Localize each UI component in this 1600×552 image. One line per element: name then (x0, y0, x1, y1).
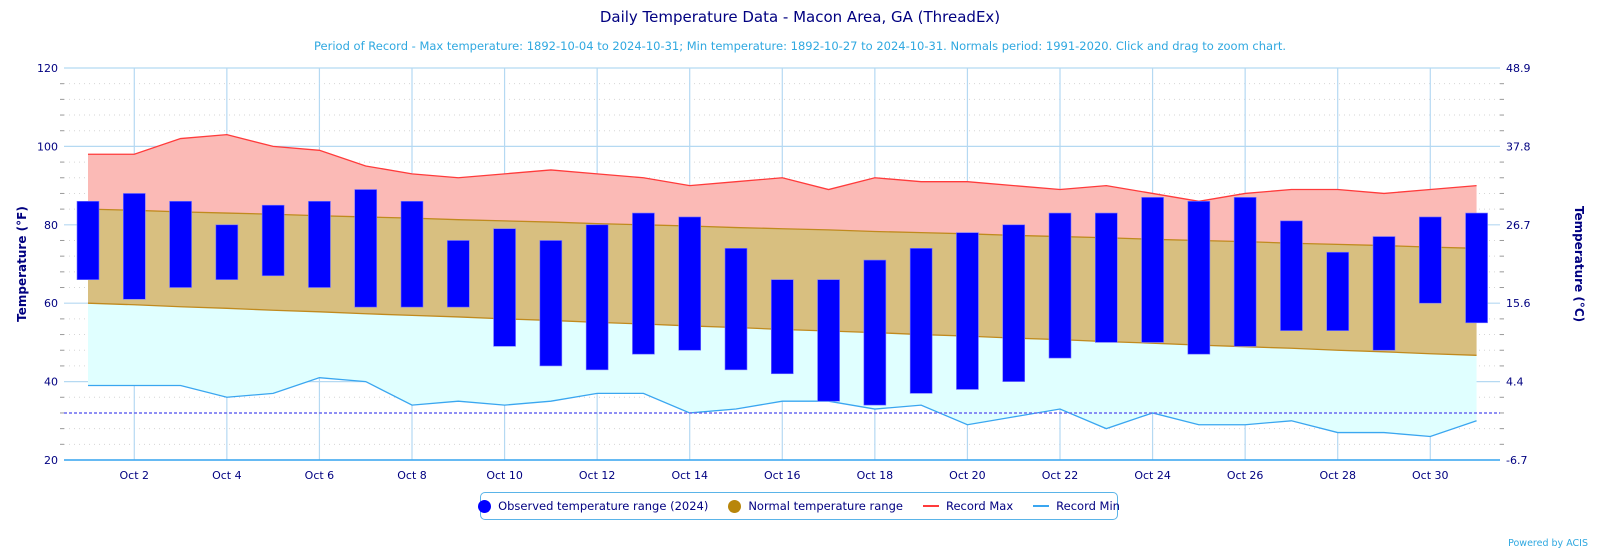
observed-bar (122, 193, 146, 300)
observed-bar (1002, 224, 1026, 382)
chart-subtitle: Period of Record - Max temperature: 1892… (314, 39, 1286, 53)
y-tick-label-left: 20 (44, 454, 58, 467)
legend-item-normal[interactable]: Normal temperature range (728, 499, 903, 513)
observed-bar (1094, 212, 1118, 343)
y-axis-title-left: Temperature (°F) (15, 206, 29, 322)
x-tick-label: Oct 16 (764, 469, 801, 482)
legend-record-max-marker (922, 505, 939, 507)
observed-bar (308, 200, 331, 288)
y-tick-label-left: 80 (44, 219, 58, 232)
record-min-line (88, 377, 1477, 438)
legend-item-record-max[interactable]: Record Max (922, 499, 1014, 513)
y-tick-label-right: 4.4 (1506, 376, 1524, 389)
observed-bar (817, 279, 840, 402)
x-tick-label: Oct 12 (579, 469, 616, 482)
legend-item-record-min[interactable]: Record Min (1033, 499, 1120, 513)
x-tick-label: Oct 10 (486, 469, 523, 482)
y-tick-label-left: 100 (37, 140, 58, 153)
x-tick-label: Oct 14 (671, 469, 708, 482)
observed-bar (1465, 212, 1488, 324)
observed-bar (1048, 212, 1072, 359)
y-tick-label-left: 120 (37, 62, 58, 75)
observed-bar (678, 216, 702, 351)
observed-bar (446, 240, 470, 308)
x-tick-label: Oct 22 (1042, 469, 1079, 482)
legend-normal-marker (728, 499, 742, 513)
record-max-band (88, 134, 1477, 249)
observed-bar (1141, 197, 1164, 343)
observed-bar (1326, 251, 1350, 331)
x-tick-label: Oct 4 (212, 469, 242, 482)
observed-bar (632, 212, 655, 355)
y-axis-title-right: Temperature (°C) (1572, 206, 1586, 322)
powered-by-credit[interactable]: Powered by ACIS (1508, 538, 1588, 549)
record-max-line (88, 133, 1477, 202)
y-tick-label-right: 15.6 (1506, 297, 1531, 310)
observed-bar (770, 279, 794, 375)
observed-bar (956, 232, 979, 390)
observed-bar (400, 200, 424, 308)
observed-bar (909, 248, 933, 394)
temperature-chart[interactable]: 120 48.9 100 37.8 80 26.7 60 15.6 40 4.4 20 -6.7 Oct… (0, 0, 1600, 490)
x-tick-label: Oct 18 (857, 469, 894, 482)
legend-record-min-label: Record Min (1056, 499, 1120, 513)
y-tick-label-right: 37.8 (1506, 140, 1531, 153)
observed-bar (169, 200, 192, 288)
x-tick-label: Oct 24 (1134, 469, 1171, 482)
observed-bar (539, 240, 563, 367)
observed-bar (724, 248, 748, 371)
chart-title: Daily Temperature Data - Macon Area, GA … (599, 8, 1001, 26)
observed-bar (1372, 236, 1396, 351)
x-tick-label: Oct 8 (397, 469, 427, 482)
y-tick-label-left: 40 (44, 376, 58, 389)
observed-bar (76, 200, 100, 280)
y-tick-label-right: 48.9 (1506, 62, 1531, 75)
legend-observed-label: Observed temperature range (2024) (498, 499, 709, 513)
legend-observed-marker (478, 499, 492, 513)
observed-bar (215, 224, 239, 280)
x-tick-label: Oct 20 (949, 469, 986, 482)
observed-bar (1280, 220, 1303, 331)
legend-record-min-marker (1033, 505, 1050, 507)
y-tick-label-right: 26.7 (1506, 219, 1531, 232)
y-tick-label-right: -6.7 (1506, 454, 1527, 467)
legend-item-observed[interactable]: Observed temperature range (2024) (478, 499, 708, 513)
x-tick-label: Oct 26 (1227, 469, 1264, 482)
x-tick-label: Oct 30 (1412, 469, 1449, 482)
observed-bar (1233, 197, 1257, 347)
observed-bars (76, 189, 1488, 406)
observed-bar (1418, 216, 1442, 304)
axes: 120 48.9 100 37.8 80 26.7 60 15.6 40 4.4 20 -6.7 Oct… (37, 62, 1531, 482)
legend-record-max-label: Record Max (945, 499, 1014, 513)
y-tick-label-left: 60 (44, 297, 58, 310)
observed-bar (354, 189, 378, 308)
legend: Observed temperature range (2024) Normal… (478, 492, 1120, 520)
observed-bar (1187, 200, 1211, 355)
x-tick-label: Oct 2 (120, 469, 150, 482)
legend-normal-label: Normal temperature range (748, 499, 903, 513)
x-tick-label: Oct 6 (305, 469, 335, 482)
observed-bar (863, 259, 887, 406)
x-tick-label: Oct 28 (1319, 469, 1356, 482)
observed-bar (585, 224, 609, 371)
observed-bar (493, 228, 516, 347)
observed-bar (261, 204, 285, 277)
